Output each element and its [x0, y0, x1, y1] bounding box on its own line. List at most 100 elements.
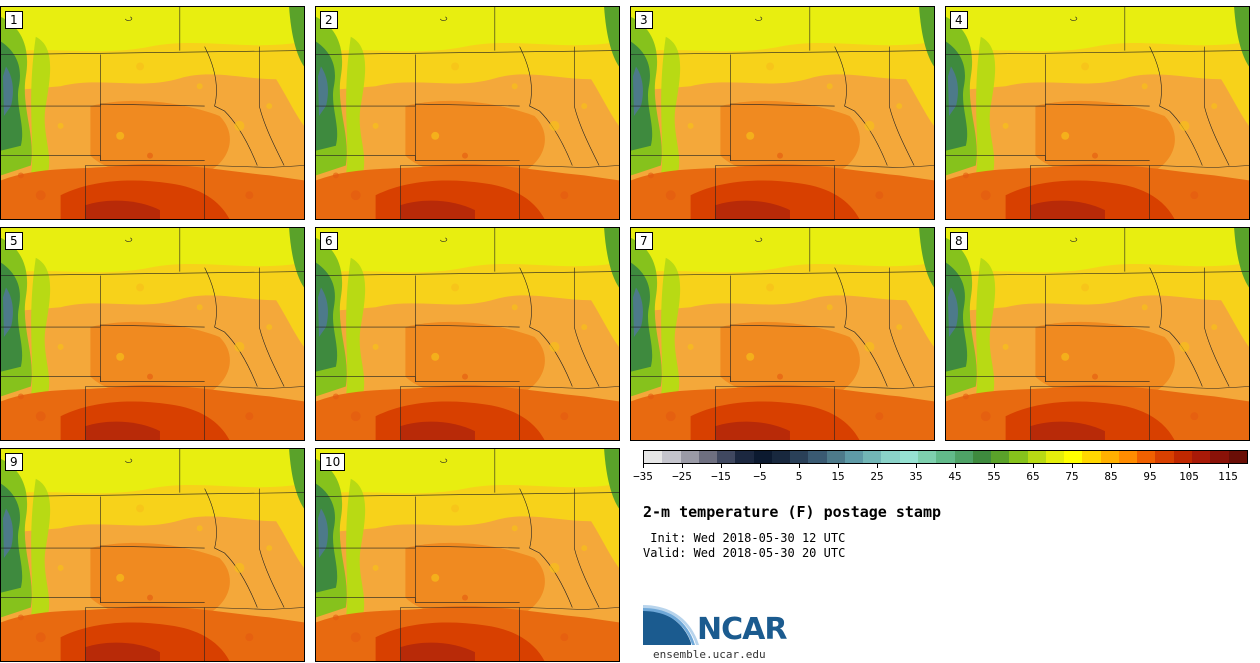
colorbar-tick [838, 464, 839, 468]
colorbar-tick [877, 464, 878, 468]
temperature-map [946, 7, 1249, 219]
temperature-map [316, 449, 619, 661]
colorbar-swatch [899, 451, 918, 463]
member-label: 4 [950, 11, 968, 29]
colorbar-swatch [1118, 451, 1138, 463]
colorbar-tick [643, 464, 644, 468]
member-label: 6 [320, 232, 338, 250]
member-label: 1 [5, 11, 23, 29]
colorbar-tick [682, 464, 683, 468]
member-map-4: 4 [945, 6, 1250, 220]
site-url: ensemble.ucar.edu [653, 648, 766, 661]
colorbar-tick-label: 45 [948, 470, 962, 483]
ncar-logo-text: NCAR [697, 612, 787, 647]
colorbar-tick [955, 464, 956, 468]
colorbar-swatch [1064, 451, 1083, 463]
temperature-map [1, 449, 304, 661]
colorbar-tick-label: 65 [1026, 470, 1040, 483]
colorbar-swatch [936, 451, 955, 463]
temperature-map [316, 228, 619, 440]
colorbar-swatch [1228, 451, 1247, 463]
colorbar-swatch [1155, 451, 1174, 463]
chart-title: 2-m temperature (F) postage stamp [643, 503, 942, 521]
temperature-map [316, 7, 619, 219]
member-map-5: 5 [0, 227, 305, 441]
colorbar-swatch [753, 451, 772, 463]
colorbar-tick [1033, 464, 1034, 468]
colorbar-swatch [1027, 451, 1046, 463]
member-label: 9 [5, 453, 23, 471]
colorbar-swatch [863, 451, 882, 463]
colorbar-tick-label: 55 [987, 470, 1001, 483]
init-time: Init: Wed 2018-05-30 12 UTC [643, 531, 846, 545]
colorbar-tick [1150, 464, 1151, 468]
colorbar-swatch [1009, 451, 1028, 463]
colorbar-swatch [826, 451, 845, 463]
colorbar-tick [1189, 464, 1190, 468]
colorbar-swatch [1210, 451, 1229, 463]
colorbar-tick-label: −35 [633, 470, 653, 483]
colorbar-swatch [680, 451, 699, 463]
colorbar-swatch [1082, 451, 1101, 463]
colorbar-swatch [771, 451, 791, 463]
colorbar-tick [799, 464, 800, 468]
colorbar-tick-label: 105 [1179, 470, 1199, 483]
colorbar-tick [916, 464, 917, 468]
member-label: 7 [635, 232, 653, 250]
colorbar-tick [721, 464, 722, 468]
colorbar-swatch [954, 451, 973, 463]
colorbar-swatch [991, 451, 1010, 463]
colorbar-swatch [1137, 451, 1156, 463]
member-map-1: 1 [0, 6, 305, 220]
member-label: 8 [950, 232, 968, 250]
colorbar-swatch [917, 451, 937, 463]
colorbar-tick-label: 95 [1143, 470, 1157, 483]
colorbar-swatch [735, 451, 754, 463]
colorbar-swatch [717, 451, 736, 463]
colorbar-swatch [808, 451, 827, 463]
temperature-map [1, 7, 304, 219]
member-label: 10 [320, 453, 346, 471]
colorbar-swatch [1045, 451, 1065, 463]
member-label: 2 [320, 11, 338, 29]
member-map-8: 8 [945, 227, 1250, 441]
member-map-3: 3 [630, 6, 935, 220]
temperature-colorbar [643, 450, 1248, 464]
colorbar-swatch [698, 451, 718, 463]
member-map-7: 7 [630, 227, 935, 441]
colorbar-swatch [881, 451, 900, 463]
colorbar-swatch [790, 451, 809, 463]
colorbar-swatch [662, 451, 681, 463]
member-map-10: 10 [315, 448, 620, 662]
member-map-6: 6 [315, 227, 620, 441]
temperature-map [631, 228, 934, 440]
ncar-logo [643, 605, 699, 645]
valid-time: Valid: Wed 2018-05-30 20 UTC [643, 546, 846, 560]
colorbar-tick-label: 35 [909, 470, 923, 483]
colorbar-tick [994, 464, 995, 468]
colorbar-tick-label: 115 [1218, 470, 1238, 483]
member-map-2: 2 [315, 6, 620, 220]
colorbar-tick [1111, 464, 1112, 468]
colorbar-tick [760, 464, 761, 468]
colorbar-swatch [1173, 451, 1192, 463]
colorbar-tick-label: −5 [753, 470, 767, 483]
colorbar-tick [1072, 464, 1073, 468]
colorbar-tick-label: 25 [870, 470, 884, 483]
colorbar-tick-label: 75 [1065, 470, 1079, 483]
colorbar-tick [1228, 464, 1229, 468]
member-label: 5 [5, 232, 23, 250]
colorbar-swatch [844, 451, 864, 463]
colorbar-swatch [644, 451, 663, 463]
colorbar-ticks: −35 −25 −15 −5 5 15 25 35 45 55 65 75 85 95 105 115 [633, 464, 1248, 484]
colorbar-tick-label: 5 [795, 470, 803, 483]
colorbar-swatch [1100, 451, 1119, 463]
colorbar-tick-label: −25 [672, 470, 692, 483]
temperature-map [946, 228, 1249, 440]
colorbar-tick-label: 15 [831, 470, 845, 483]
member-map-9: 9 [0, 448, 305, 662]
colorbar-tick-label: −15 [711, 470, 731, 483]
temperature-map [631, 7, 934, 219]
member-label: 3 [635, 11, 653, 29]
colorbar-swatch [972, 451, 992, 463]
